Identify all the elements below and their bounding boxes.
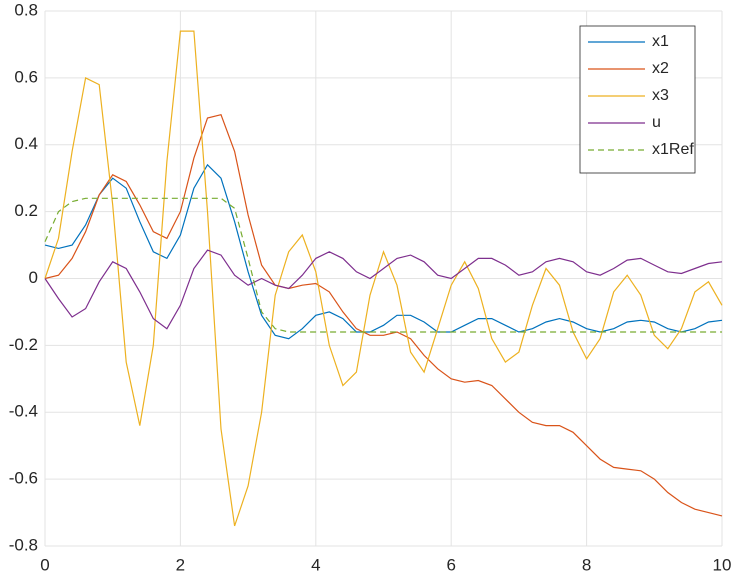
x-tick-label: 10: [713, 555, 732, 574]
y-tick-label: -0.4: [9, 402, 38, 421]
series-line: [44, 197, 722, 333]
x-tick-label: 6: [446, 555, 455, 574]
y-tick-label: 0.8: [14, 0, 38, 19]
legend-label: x3: [652, 87, 669, 104]
series-line: [44, 113, 723, 517]
legend-label: x1Ref: [652, 141, 694, 158]
x-tick-label: 2: [176, 555, 185, 574]
x-tick-label: 8: [582, 555, 591, 574]
series-line: [44, 163, 723, 340]
y-tick-label: 0.4: [14, 134, 38, 153]
legend-label: u: [652, 114, 661, 131]
y-tick-label: 0.6: [14, 67, 38, 86]
legend-label: x1: [652, 33, 669, 50]
legend-box: [579, 25, 696, 174]
series-line: [44, 249, 723, 330]
y-tick-label: 0.2: [14, 201, 38, 220]
x-tick-label: 4: [311, 555, 320, 574]
legend-label: x2: [652, 60, 669, 77]
y-tick-label: -0.8: [9, 535, 38, 554]
y-tick-label: 0: [29, 268, 38, 287]
y-tick-label: -0.6: [9, 469, 38, 488]
series-line: [44, 30, 723, 527]
x-tick-label: 0: [40, 555, 49, 574]
y-tick-label: -0.2: [9, 335, 38, 354]
